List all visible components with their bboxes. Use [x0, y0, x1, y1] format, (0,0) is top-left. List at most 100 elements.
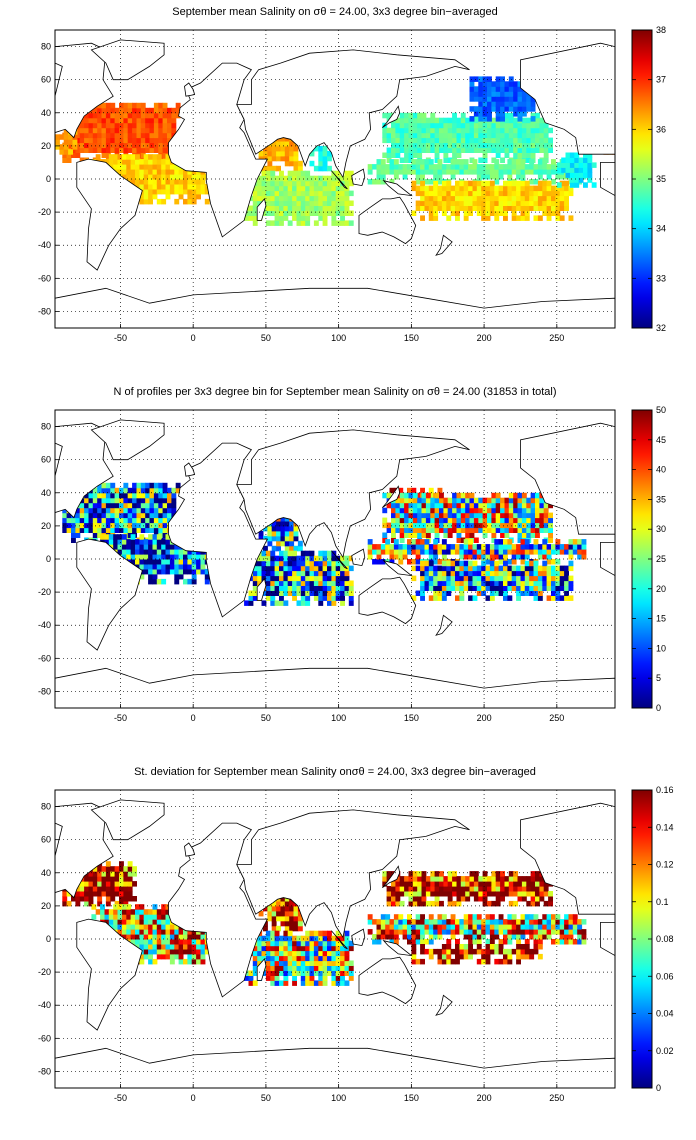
data-cell [504, 502, 510, 509]
data-cell [417, 117, 423, 124]
data-cell [123, 107, 129, 114]
data-cell [494, 164, 500, 170]
data-cell [469, 517, 475, 524]
data-cell [196, 174, 201, 180]
data-cell [123, 142, 129, 149]
data-cell [425, 517, 431, 524]
data-cell [559, 570, 565, 577]
data-cell [121, 554, 127, 560]
data-cell [526, 900, 532, 907]
data-cell [158, 507, 164, 514]
data-cell [526, 507, 532, 514]
data-cell [101, 886, 107, 892]
data-cell [161, 198, 167, 205]
data-cell [485, 164, 491, 170]
data-cell [119, 866, 124, 872]
data-cell [408, 152, 414, 158]
data-cell [257, 935, 263, 942]
data-cell [276, 545, 281, 552]
data-cell [340, 205, 345, 211]
data-cell [148, 188, 153, 195]
data-cell [289, 920, 295, 927]
data-cell [270, 960, 276, 966]
data-cell [279, 595, 284, 601]
data-cell [152, 188, 158, 195]
data-cell [516, 919, 521, 925]
data-cell [468, 180, 473, 187]
data-cell [287, 575, 293, 582]
data-cell [450, 575, 456, 582]
data-cell [482, 91, 488, 97]
data-cell [543, 507, 549, 514]
data-cell [520, 570, 526, 577]
data-cell [75, 527, 81, 533]
data-cell [149, 142, 155, 149]
data-cell [421, 497, 427, 504]
data-cell [284, 915, 290, 922]
data-cell [110, 522, 116, 529]
data-cell [261, 955, 267, 962]
data-cell [279, 970, 284, 976]
data-cell [503, 953, 508, 960]
data-cell [535, 532, 540, 538]
data-cell [149, 107, 155, 114]
data-cell [271, 920, 277, 927]
data-cell [318, 180, 324, 187]
data-cell [287, 185, 293, 192]
data-cell [279, 195, 284, 202]
colorbar-tick-label: 5 [656, 673, 661, 683]
data-cell [156, 179, 162, 185]
data-cell [152, 914, 158, 920]
data-cell [476, 914, 482, 920]
data-cell [318, 555, 324, 562]
data-cell [460, 527, 466, 533]
data-cell [105, 886, 111, 892]
data-cell [149, 527, 155, 533]
data-cell [478, 86, 484, 92]
data-cell [503, 185, 508, 192]
data-cell [300, 950, 306, 957]
data-cell [452, 142, 457, 149]
data-cell [97, 886, 103, 892]
data-cell [283, 575, 289, 582]
data-cell [555, 939, 561, 945]
data-cell [123, 896, 129, 902]
data-cell [161, 564, 167, 570]
data-cell [331, 975, 337, 981]
data-cell [84, 522, 89, 529]
data-cell [382, 137, 388, 144]
data-cell [187, 188, 193, 195]
data-cell [283, 950, 289, 957]
data-cell [372, 549, 377, 555]
data-cell [187, 953, 193, 960]
data-cell [421, 137, 427, 144]
data-cell [191, 198, 197, 205]
data-cell [161, 914, 167, 920]
data-cell [126, 909, 132, 915]
data-cell [161, 169, 167, 175]
data-cell [267, 915, 273, 922]
data-cell [140, 487, 146, 494]
data-cell [437, 205, 443, 211]
data-cell [513, 517, 519, 524]
data-cell [433, 565, 439, 572]
data-cell [478, 502, 484, 509]
data-cell [498, 948, 504, 955]
data-cell [100, 914, 105, 920]
data-cell [156, 914, 162, 920]
data-cell [148, 554, 153, 560]
data-cell [395, 122, 401, 129]
data-cell [472, 939, 478, 945]
data-cell [386, 891, 392, 897]
data-cell [437, 595, 443, 601]
data-cell [386, 147, 392, 153]
data-cell [292, 970, 297, 976]
data-cell [494, 924, 500, 930]
data-cell [292, 195, 297, 202]
data-cell [130, 159, 136, 165]
data-cell [489, 924, 495, 930]
data-cell [127, 132, 133, 139]
data-cell [340, 970, 345, 976]
data-cell [309, 150, 315, 157]
data-cell [478, 111, 484, 117]
